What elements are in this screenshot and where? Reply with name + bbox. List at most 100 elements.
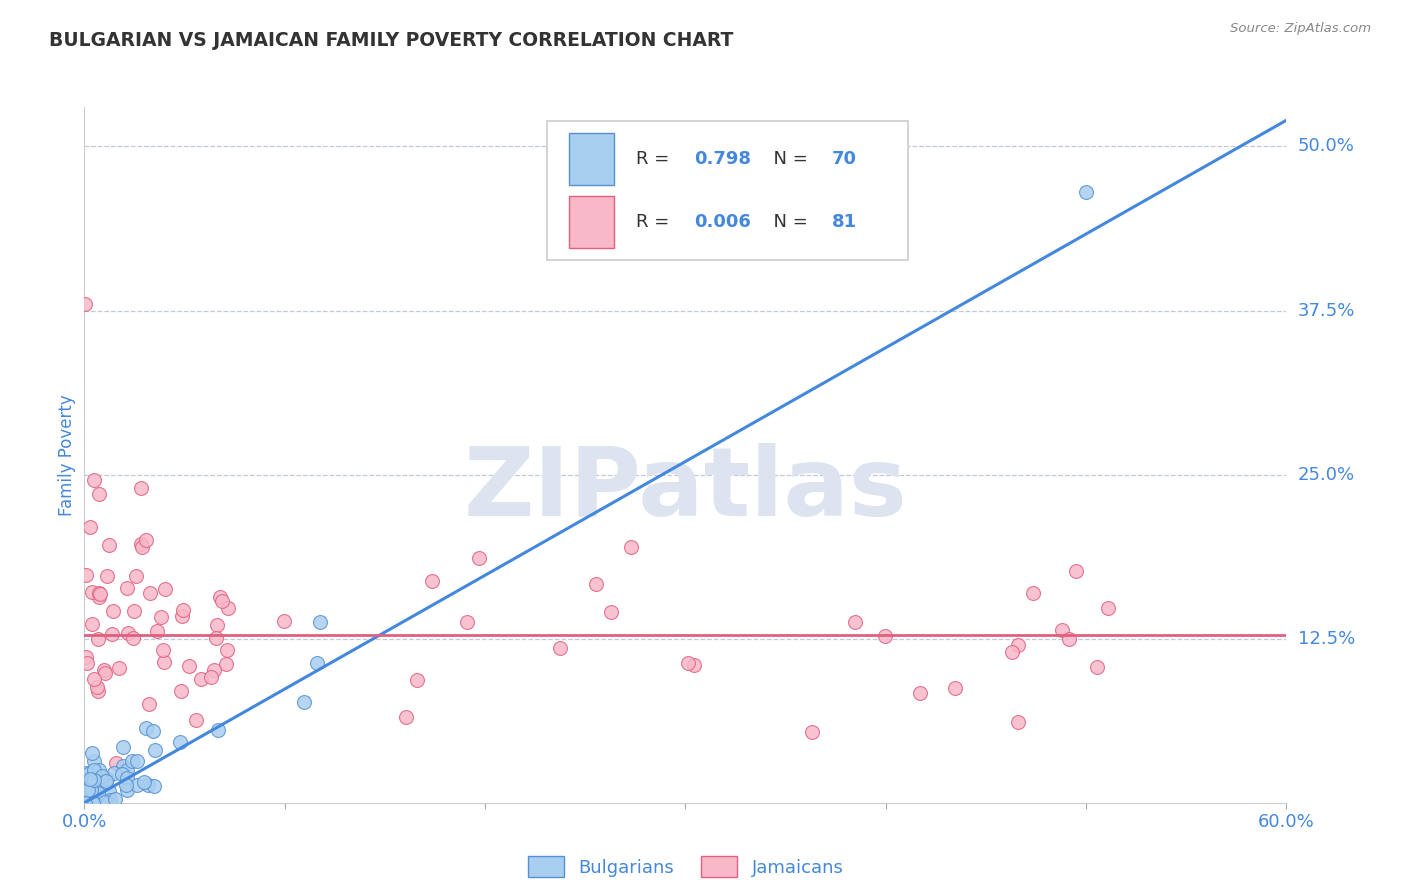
Point <box>75 297 97 311</box>
Point <box>83 763 105 777</box>
Point <box>309 615 332 629</box>
Point <box>115 771 138 785</box>
Point <box>145 743 167 757</box>
Point <box>908 686 931 700</box>
Point <box>79 772 101 787</box>
Text: R =: R = <box>636 150 675 169</box>
Text: R =: R = <box>636 213 675 231</box>
Point <box>420 574 443 588</box>
Point <box>77 796 100 810</box>
Point <box>150 610 173 624</box>
Point <box>215 642 238 657</box>
Text: N =: N = <box>762 150 814 169</box>
Point <box>146 624 169 638</box>
Point <box>89 587 111 601</box>
Point <box>79 796 101 810</box>
Point <box>115 778 138 792</box>
Point <box>155 582 177 596</box>
Point <box>619 540 641 554</box>
Point <box>86 681 108 695</box>
Point <box>108 661 131 675</box>
FancyBboxPatch shape <box>569 133 614 186</box>
Point <box>80 746 103 760</box>
Point <box>75 649 97 664</box>
Point <box>86 795 108 809</box>
Point <box>111 758 134 772</box>
Point <box>121 754 143 768</box>
Point <box>177 659 200 673</box>
Point <box>468 551 491 566</box>
Point <box>143 779 166 793</box>
Point <box>80 782 103 797</box>
Point <box>94 666 117 681</box>
Point <box>75 796 97 810</box>
Point <box>87 632 110 646</box>
Point <box>676 657 699 671</box>
Point <box>585 576 607 591</box>
Point <box>204 632 226 646</box>
Point <box>83 772 105 787</box>
Point <box>76 782 98 797</box>
Point <box>1076 186 1098 200</box>
Point <box>548 640 571 655</box>
Point <box>77 767 100 781</box>
Point <box>73 796 96 810</box>
Text: 50.0%: 50.0% <box>1298 137 1354 155</box>
Point <box>96 772 118 787</box>
Text: ZIPatlas: ZIPatlas <box>464 443 907 536</box>
Point <box>207 723 229 738</box>
Point <box>80 796 103 810</box>
Text: 70: 70 <box>832 150 858 169</box>
Point <box>125 754 148 768</box>
Point <box>101 627 124 641</box>
Point <box>84 796 107 810</box>
Point <box>115 581 138 595</box>
Point <box>456 615 478 630</box>
Text: 37.5%: 37.5% <box>1298 301 1355 319</box>
Point <box>273 614 295 628</box>
Point <box>104 792 127 806</box>
Point <box>111 767 134 781</box>
Text: BULGARIAN VS JAMAICAN FAMILY POVERTY CORRELATION CHART: BULGARIAN VS JAMAICAN FAMILY POVERTY COR… <box>49 31 734 50</box>
Point <box>292 695 315 709</box>
Point <box>395 710 418 724</box>
Point <box>945 681 967 696</box>
Point <box>1021 586 1043 600</box>
Point <box>79 777 101 791</box>
Point <box>83 785 105 799</box>
Point <box>307 656 329 670</box>
Point <box>1064 564 1087 578</box>
Point <box>87 590 110 604</box>
Point <box>83 672 105 686</box>
Text: Source: ZipAtlas.com: Source: ZipAtlas.com <box>1230 22 1371 36</box>
Point <box>83 796 105 810</box>
Text: 25.0%: 25.0% <box>1298 466 1355 483</box>
Point <box>138 697 160 711</box>
Point <box>1007 638 1029 652</box>
Point <box>214 657 236 671</box>
Point <box>117 763 139 777</box>
Point <box>75 796 97 810</box>
Text: 12.5%: 12.5% <box>1298 630 1355 648</box>
Point <box>80 796 103 810</box>
Point <box>131 481 153 495</box>
Point <box>80 772 103 787</box>
Point <box>91 796 114 810</box>
Point <box>844 615 866 629</box>
Point <box>75 568 97 582</box>
Point <box>131 540 153 554</box>
Point <box>202 663 225 677</box>
Point <box>122 631 145 645</box>
Text: N =: N = <box>762 213 814 231</box>
Y-axis label: Family Poverty: Family Poverty <box>58 394 76 516</box>
Point <box>132 775 155 789</box>
Legend: Bulgarians, Jamaicans: Bulgarians, Jamaicans <box>527 856 844 877</box>
Point <box>1097 601 1119 615</box>
Point <box>600 606 623 620</box>
Point <box>186 713 208 727</box>
Point <box>406 673 429 687</box>
Point <box>79 796 101 810</box>
Point <box>111 739 134 754</box>
Point <box>131 537 153 551</box>
Point <box>87 487 110 501</box>
